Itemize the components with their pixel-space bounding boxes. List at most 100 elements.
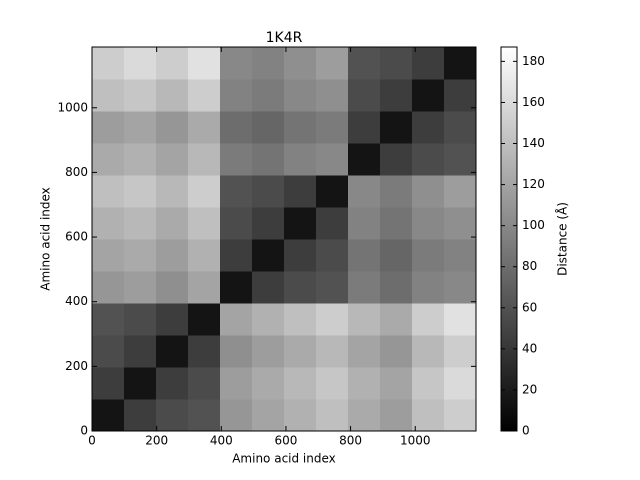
heatmap-cell [284, 175, 317, 208]
colorbar-tick-label: 0 [522, 424, 530, 438]
heatmap-cell [156, 111, 189, 144]
heatmap-cell [380, 111, 413, 144]
colorbar-label: Distance (Å) [555, 202, 570, 276]
heatmap-cell [316, 111, 349, 144]
heatmap-cell [380, 399, 413, 432]
heatmap-cell [156, 207, 189, 240]
heatmap-cell [220, 271, 253, 304]
heatmap-cell [380, 367, 413, 400]
x-tick-label: 400 [210, 434, 233, 448]
heatmap-cell [156, 303, 189, 336]
heatmap-cell [252, 367, 285, 400]
heatmap-cell [348, 335, 381, 368]
heatmap-cell [316, 271, 349, 304]
heatmap-cell [380, 143, 413, 176]
heatmap-cell [92, 335, 125, 368]
heatmap-cell [220, 111, 253, 144]
x-tick-label: 0 [88, 434, 96, 448]
heatmap-cell [444, 367, 477, 400]
heatmap-cell [412, 367, 445, 400]
y-tick-label: 400 [65, 294, 88, 308]
heatmap-cell [124, 271, 157, 304]
y-tick-label: 1000 [57, 100, 88, 114]
y-axis-label: Amino acid index [39, 187, 53, 291]
heatmap-cell [92, 239, 125, 272]
heatmap-cell [188, 303, 221, 336]
colorbar-tick-label: 120 [522, 177, 545, 191]
heatmap-cell [316, 239, 349, 272]
heatmap-cell [444, 271, 477, 304]
heatmap-cell [348, 143, 381, 176]
heatmap-cell [92, 303, 125, 336]
heatmap-cell [316, 303, 349, 336]
heatmap-cell [252, 79, 285, 112]
heatmap-cell [412, 79, 445, 112]
heatmap-cell [252, 47, 285, 80]
heatmap-cell [124, 335, 157, 368]
heatmap-cell [188, 399, 221, 432]
heatmap-cell [316, 367, 349, 400]
x-tick-label: 800 [339, 434, 362, 448]
heatmap-cell [284, 47, 317, 80]
heatmap-cell [124, 367, 157, 400]
heatmap-cell [252, 399, 285, 432]
heatmap-cell [284, 239, 317, 272]
heatmap-cell [284, 207, 317, 240]
heatmap-cell [220, 335, 253, 368]
heatmap-cell [316, 79, 349, 112]
heatmap-cell [380, 207, 413, 240]
heatmap-cell [220, 239, 253, 272]
heatmap-cell [348, 207, 381, 240]
heatmap-cell [444, 335, 477, 368]
heatmap-cell [380, 303, 413, 336]
heatmap-cell [252, 271, 285, 304]
heatmap-cell [220, 79, 253, 112]
heatmap-cell [316, 143, 349, 176]
heatmap-cell [412, 47, 445, 80]
heatmap-cell [284, 303, 317, 336]
heatmap-cell [252, 303, 285, 336]
heatmap-cell [92, 143, 125, 176]
heatmap-cell [252, 335, 285, 368]
colorbar-tick-label: 160 [522, 95, 545, 109]
heatmap-cell [92, 271, 125, 304]
heatmap-cell [412, 335, 445, 368]
heatmap-cell [316, 175, 349, 208]
heatmap-cell [444, 175, 477, 208]
heatmap-cell [188, 271, 221, 304]
colorbar-tick-label: 180 [522, 54, 545, 68]
heatmap-cell [412, 175, 445, 208]
heatmap-cell [444, 399, 477, 432]
chart-title: 1K4R [266, 30, 303, 46]
colorbar-tick-label: 140 [522, 136, 545, 150]
heatmap-cell [348, 399, 381, 432]
heatmap-cell [220, 47, 253, 80]
heatmap-cell [444, 111, 477, 144]
heatmap-cell [188, 207, 221, 240]
heatmap-cell [188, 143, 221, 176]
heatmap-cell [412, 239, 445, 272]
heatmap-cell [380, 175, 413, 208]
heatmap-cell [92, 79, 125, 112]
heatmap-cell [380, 239, 413, 272]
heatmap-cell [220, 207, 253, 240]
x-tick-label: 600 [274, 434, 297, 448]
y-tick-label: 600 [65, 230, 88, 244]
heatmap-cell [220, 175, 253, 208]
heatmap-cell [92, 47, 125, 80]
heatmap-cell [220, 303, 253, 336]
heatmap-cell [380, 47, 413, 80]
heatmap-cell [316, 335, 349, 368]
heatmap-cell [380, 79, 413, 112]
heatmap-cell [444, 47, 477, 80]
heatmap-cell [156, 79, 189, 112]
y-tick-label: 200 [65, 359, 88, 373]
heatmap-cell [284, 79, 317, 112]
heatmap-cell [348, 271, 381, 304]
heatmap-cell [252, 143, 285, 176]
heatmap-cell [412, 207, 445, 240]
heatmap-cell [92, 399, 125, 432]
heatmap-cell [284, 271, 317, 304]
colorbar-tick-label: 80 [522, 259, 537, 273]
heatmap-cell [124, 47, 157, 80]
